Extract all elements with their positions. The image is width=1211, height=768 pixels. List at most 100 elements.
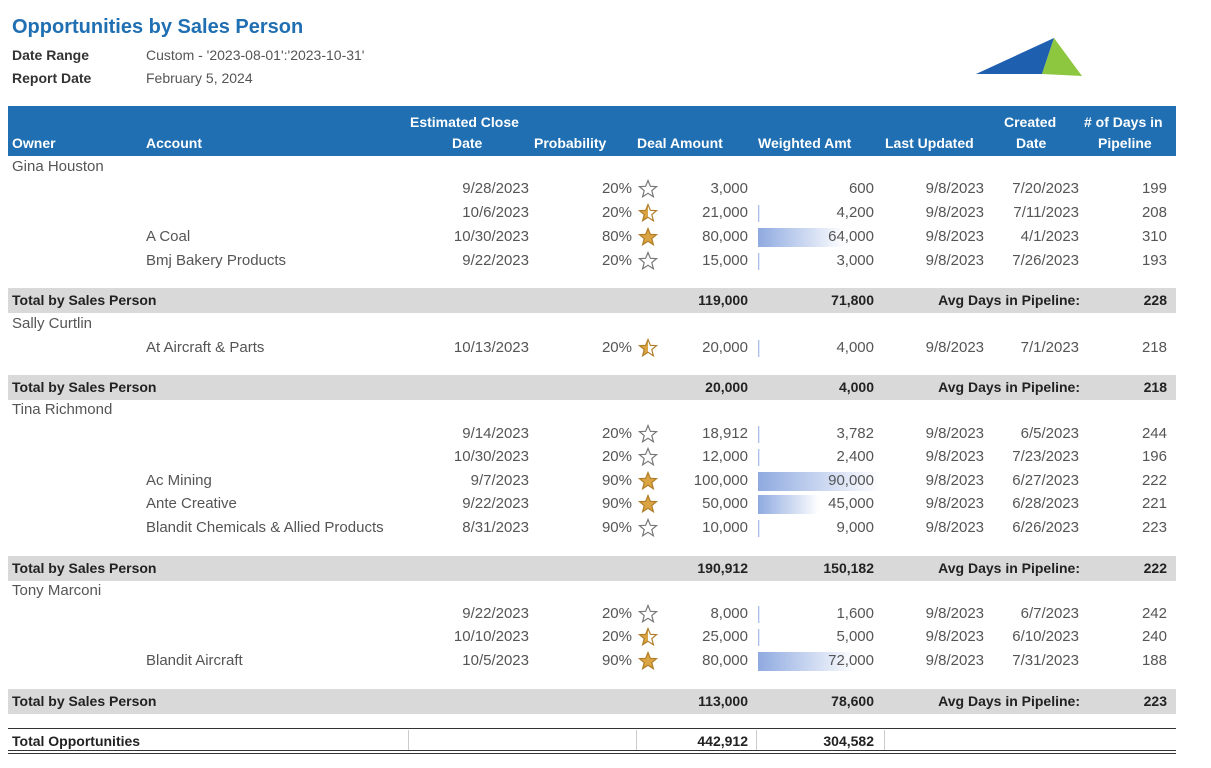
divider — [408, 730, 409, 750]
star-empty-icon — [638, 251, 658, 271]
deal-amount: 50,000 — [702, 495, 748, 512]
col-created-line1[interactable]: Created — [1004, 114, 1057, 130]
weighted-amount: 3,000 — [836, 252, 874, 269]
star-full-icon — [638, 471, 658, 491]
days-in-pipeline: 208 — [1141, 204, 1167, 221]
days-in-pipeline: 196 — [1141, 448, 1167, 465]
total-weighted: 78,600 — [831, 693, 874, 709]
col-days-line1[interactable]: # of Days in — [1084, 114, 1163, 130]
total-row — [8, 288, 1176, 313]
days-in-pipeline: 222 — [1141, 472, 1167, 489]
date-range-label: Date Range — [12, 47, 90, 63]
deal-data-bar — [758, 520, 760, 537]
total-row — [8, 375, 1176, 400]
probability: 90% — [601, 472, 632, 489]
days-in-pipeline: 240 — [1141, 628, 1167, 645]
weighted-amount: 600 — [848, 180, 874, 197]
weighted-data-bar — [758, 472, 880, 491]
deal-amount: 25,000 — [702, 628, 748, 645]
grand-total-top-line — [8, 728, 1176, 729]
last-updated: 9/8/2023 — [925, 180, 984, 197]
weighted-data-bar — [758, 495, 819, 514]
last-updated: 9/8/2023 — [925, 204, 984, 221]
deal-amount: 100,000 — [693, 472, 748, 489]
created-date: 6/26/2023 — [1012, 519, 1079, 536]
close-date: 10/30/2023 — [453, 448, 529, 465]
days-in-pipeline: 218 — [1141, 339, 1167, 356]
created-date: 6/10/2023 — [1012, 628, 1079, 645]
total-deal: 20,000 — [705, 379, 748, 395]
date-range-row: Date Range Custom - '2023-08-01':'2023-10… — [12, 47, 364, 63]
avg-days-value: 223 — [1143, 693, 1167, 709]
close-date: 10/13/2023 — [453, 339, 529, 356]
probability: 20% — [601, 204, 632, 221]
date-range-value: Custom - '2023-08-01':'2023-10-31' — [146, 47, 365, 63]
star-full-icon — [638, 494, 658, 514]
created-date: 7/20/2023 — [1012, 180, 1079, 197]
col-probability[interactable]: Probability — [534, 135, 607, 151]
probability: 20% — [601, 448, 632, 465]
col-last-updated[interactable]: Last Updated — [885, 135, 974, 151]
days-in-pipeline: 188 — [1141, 652, 1167, 669]
weighted-amount: 4,200 — [836, 204, 874, 221]
deal-amount: 8,000 — [710, 605, 748, 622]
total-row — [8, 689, 1176, 714]
last-updated: 9/8/2023 — [925, 652, 984, 669]
close-date: 10/30/2023 — [453, 228, 529, 245]
probability: 20% — [601, 339, 632, 356]
weighted-amount: 9,000 — [836, 519, 874, 536]
last-updated: 9/8/2023 — [925, 252, 984, 269]
last-updated: 9/8/2023 — [925, 425, 984, 442]
avg-days-label: Avg Days in Pipeline: — [938, 379, 1080, 395]
weighted-data-bar — [758, 228, 845, 247]
probability: 90% — [601, 495, 632, 512]
report-date-row: Report Date February 5, 2024 — [12, 70, 253, 86]
total-label: Total by Sales Person — [12, 560, 157, 576]
weighted-amount: 45,000 — [828, 495, 874, 512]
col-created-line2[interactable]: Date — [1016, 135, 1047, 151]
avg-days-value: 218 — [1143, 379, 1167, 395]
col-deal-amount[interactable]: Deal Amount — [637, 135, 723, 151]
col-days-line2[interactable]: Pipeline — [1098, 135, 1152, 151]
total-deal: 113,000 — [698, 693, 748, 709]
star-full-icon — [638, 227, 658, 247]
probability: 20% — [601, 605, 632, 622]
deal-data-bar — [758, 629, 760, 646]
weighted-amount: 1,600 — [836, 605, 874, 622]
star-half-icon — [638, 627, 658, 647]
days-in-pipeline: 223 — [1141, 519, 1167, 536]
avg-days-value: 228 — [1143, 292, 1167, 308]
col-weighted-amt[interactable]: Weighted Amt — [758, 135, 852, 151]
total-label: Total by Sales Person — [12, 379, 157, 395]
owner-name: Tina Richmond — [12, 401, 113, 418]
avg-days-label: Avg Days in Pipeline: — [938, 292, 1080, 308]
created-date: 7/23/2023 — [1012, 448, 1079, 465]
close-date: 10/6/2023 — [462, 204, 529, 221]
account-name: Blandit Aircraft — [146, 652, 243, 669]
deal-data-bar — [758, 340, 760, 357]
total-label: Total by Sales Person — [12, 693, 157, 709]
owner-name: Tony Marconi — [12, 582, 102, 599]
table-header: Owner Account Estimated Close Date Proba… — [8, 106, 1176, 156]
probability: 20% — [601, 180, 632, 197]
col-owner[interactable]: Owner — [12, 135, 56, 151]
probability: 80% — [601, 228, 632, 245]
col-close-date-line2[interactable]: Date — [452, 135, 483, 151]
star-full-icon — [638, 651, 658, 671]
last-updated: 9/8/2023 — [925, 628, 984, 645]
last-updated: 9/8/2023 — [925, 448, 984, 465]
grand-total-bottom-line-1 — [8, 750, 1176, 751]
deal-amount: 10,000 — [702, 519, 748, 536]
col-account[interactable]: Account — [146, 135, 202, 151]
last-updated: 9/8/2023 — [925, 495, 984, 512]
weighted-amount: 72,000 — [828, 652, 874, 669]
star-empty-icon — [638, 518, 658, 538]
probability: 20% — [601, 425, 632, 442]
days-in-pipeline: 221 — [1141, 495, 1167, 512]
col-close-date-line1[interactable]: Estimated Close — [410, 114, 519, 130]
deal-amount: 20,000 — [702, 339, 748, 356]
total-weighted: 71,800 — [831, 292, 874, 308]
weighted-data-bar — [758, 652, 856, 671]
star-empty-icon — [638, 424, 658, 444]
created-date: 7/1/2023 — [1020, 339, 1079, 356]
